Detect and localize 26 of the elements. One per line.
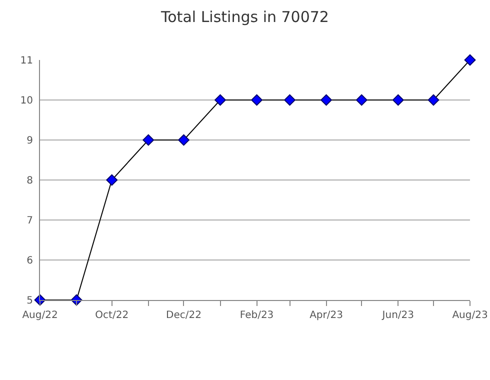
point [356,94,368,106]
point [178,134,190,146]
y-tick-label: 7 [26,216,33,226]
point [392,94,404,106]
y-tick-label: 6 [26,256,33,266]
x-tick-label: Apr/23 [310,310,343,321]
x-tick-label: Oct/22 [95,310,129,321]
point [464,54,476,66]
x-tick-label: Jun/23 [381,310,414,321]
point [106,174,118,186]
point [142,134,154,146]
point [251,94,262,106]
point [284,94,296,106]
y-tick-label: 8 [26,176,33,186]
point [320,94,332,106]
chart-title: Total Listings in 70072 [160,8,329,26]
y-tick-label: 11 [20,56,33,66]
x-tick-label: Aug/23 [452,310,488,321]
point [214,94,226,106]
x-tick-label: Dec/22 [166,310,202,321]
y-tick-label: 9 [26,136,33,146]
x-tick-label: Aug/22 [22,310,58,321]
y-tick-label: 5 [26,296,33,306]
point [428,94,440,106]
y-tick-label: 10 [20,96,33,106]
x-tick-label: Feb/23 [240,310,274,321]
